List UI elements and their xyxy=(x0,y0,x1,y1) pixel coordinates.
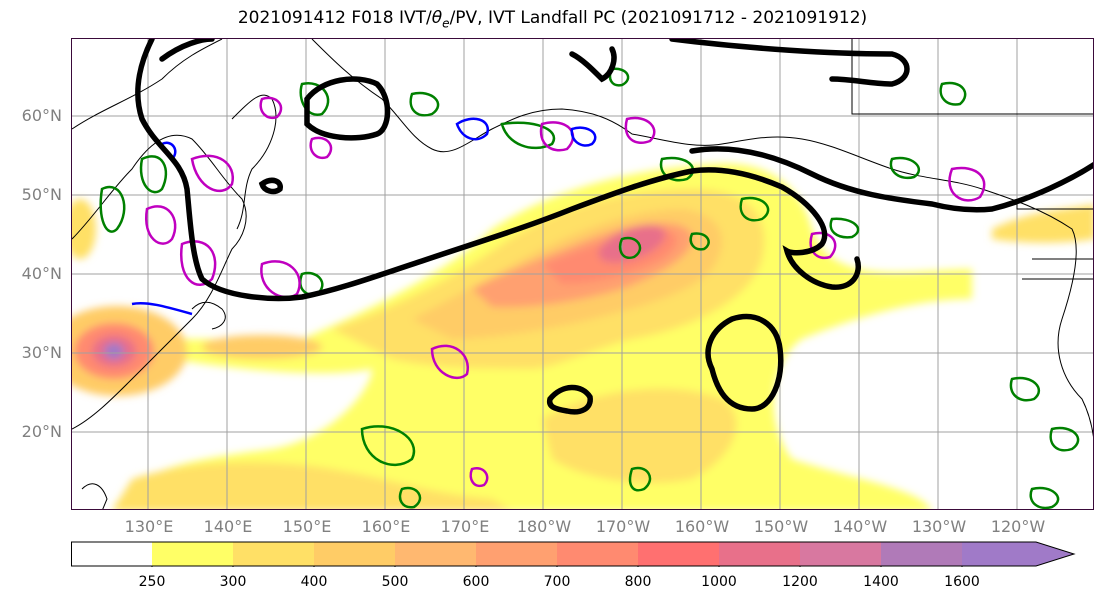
lon-label-160e: 160°E xyxy=(361,517,411,536)
colorbar-tickmarks xyxy=(151,566,963,567)
lat-label-50n: 50°N xyxy=(21,185,62,204)
colorbar-segment xyxy=(638,542,719,566)
colorbar-segments xyxy=(71,541,1076,567)
ivt-west-margin xyxy=(72,199,96,259)
lon-label-130e: 130°E xyxy=(124,517,174,536)
lon-label-120w: 120°W xyxy=(990,517,1046,536)
chart-title: 2021091412 F018 IVT/θe/PV, IVT Landfall … xyxy=(237,8,868,31)
colorbar-tick-label: 800 xyxy=(624,574,652,590)
lat-label-20n: 20°N xyxy=(21,422,62,441)
colorbar xyxy=(71,541,1076,567)
colorbar-tick-label: 250 xyxy=(138,574,166,590)
colorbar-segment xyxy=(557,542,638,566)
ivt-core-1000 xyxy=(598,225,666,263)
colorbar-segment xyxy=(152,542,233,566)
map-frame xyxy=(71,38,1094,510)
colorbar-segment xyxy=(800,542,881,566)
colorbar-segment xyxy=(71,542,152,566)
colorbar-tick-label: 400 xyxy=(300,574,328,590)
pv-contours-green xyxy=(99,67,1080,509)
lon-label-180w: 180°W xyxy=(516,517,572,536)
lon-label-130w: 130°W xyxy=(911,517,967,536)
lat-label-30n: 30°N xyxy=(21,343,62,362)
colorbar-tick-label: 700 xyxy=(543,574,571,590)
colorbar-segment xyxy=(233,542,314,566)
coastlines xyxy=(72,39,1093,509)
colorbar-outline xyxy=(71,541,1076,567)
colorbar-tick-label: 1400 xyxy=(863,574,899,590)
ivt-typhoon-1400 xyxy=(104,343,124,359)
colorbar-extend-arrow xyxy=(962,542,1074,566)
colorbar-segment xyxy=(881,542,962,566)
lat-label-40n: 40°N xyxy=(21,264,62,283)
colorbar-tick-label: 500 xyxy=(381,574,409,590)
lon-label-170e: 170°E xyxy=(440,517,490,536)
colorbar-segment xyxy=(314,542,395,566)
ivt-band-south xyxy=(113,462,509,509)
lon-label-160w: 160°W xyxy=(674,517,730,536)
ivt-band-south2 xyxy=(542,388,737,483)
lon-label-170w: 170°W xyxy=(595,517,651,536)
lat-label-60n: 60°N xyxy=(21,106,62,125)
ivt-west-coast xyxy=(992,204,1093,243)
lon-label-140w: 140°W xyxy=(832,517,888,536)
colorbar-segment xyxy=(395,542,476,566)
pv-contours-blue xyxy=(131,117,597,316)
pv-contours-magenta xyxy=(144,96,986,488)
colorbar-tick-label: 1000 xyxy=(701,574,737,590)
theta-e-contours xyxy=(135,39,1093,415)
colorbar-segment xyxy=(476,542,557,566)
colorbar-tick-label: 300 xyxy=(219,574,247,590)
map-svg xyxy=(72,39,1093,509)
lon-label-140e: 140°E xyxy=(203,517,253,536)
colorbar-tick-label: 1600 xyxy=(944,574,980,590)
colorbar-tick-label: 600 xyxy=(462,574,490,590)
lon-label-150e: 150°E xyxy=(282,517,332,536)
colorbar-tick-label: 1200 xyxy=(782,574,818,590)
colorbar-segment xyxy=(719,542,800,566)
ivt-shading xyxy=(72,163,1093,509)
ivt-subtropical-400 xyxy=(202,335,322,359)
lon-label-150w: 150°W xyxy=(753,517,809,536)
